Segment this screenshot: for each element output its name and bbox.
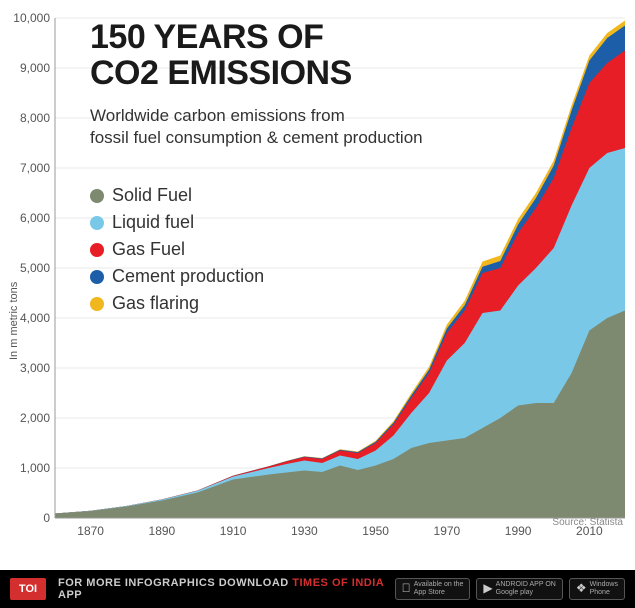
legend-label: Cement production	[112, 266, 264, 287]
legend-item: Gas flaring	[90, 293, 264, 314]
footer-text-2: TIMES OF INDIA	[292, 577, 384, 589]
chart-title: 150 YEARS OF CO2 EMISSIONS	[90, 20, 352, 91]
footer-text-3: APP	[58, 589, 82, 601]
y-tick-label: 5,000	[10, 261, 50, 275]
legend-label: Liquid fuel	[112, 212, 194, 233]
legend-item: Gas Fuel	[90, 239, 264, 260]
chart-subtitle: Worldwide carbon emissions from fossil f…	[90, 105, 423, 149]
footer-text: FOR MORE INFOGRAPHICS DOWNLOAD TIMES OF …	[58, 577, 395, 601]
legend-item: Solid Fuel	[90, 185, 264, 206]
googleplay-badge[interactable]: ▶ANDROID APP ONGoogle play	[476, 578, 562, 600]
x-tick-label: 1890	[142, 524, 182, 538]
toi-logo: TOI	[10, 578, 46, 600]
legend-item: Liquid fuel	[90, 212, 264, 233]
y-tick-label: 10,000	[10, 11, 50, 25]
windows-icon: ❖	[576, 582, 587, 595]
y-tick-label: 3,000	[10, 361, 50, 375]
footer-text-1: FOR MORE INFOGRAPHICS DOWNLOAD	[58, 577, 292, 589]
apple-icon: 	[402, 582, 411, 595]
x-tick-label: 1990	[498, 524, 538, 538]
y-tick-label: 4,000	[10, 311, 50, 325]
y-tick-label: 1,000	[10, 461, 50, 475]
subtitle-line-1: Worldwide carbon emissions from	[90, 105, 423, 127]
x-tick-label: 1870	[71, 524, 111, 538]
y-tick-label: 7,000	[10, 161, 50, 175]
store-badges: Available on theApp Store ▶ANDROID APP …	[395, 578, 625, 600]
x-tick-label: 1970	[427, 524, 467, 538]
legend-dot	[90, 270, 104, 284]
subtitle-line-2: fossil fuel consumption & cement product…	[90, 127, 423, 149]
legend-dot	[90, 216, 104, 230]
y-tick-label: 2,000	[10, 411, 50, 425]
legend-label: Solid Fuel	[112, 185, 192, 206]
y-tick-label: 0	[10, 511, 50, 525]
legend-dot	[90, 297, 104, 311]
chart-legend: Solid Fuel Liquid fuel Gas Fuel Cement prod…	[90, 185, 264, 320]
chart-container: 150 YEARS OF CO2 EMISSIONS Worldwide car…	[0, 0, 635, 570]
x-tick-label: 1910	[213, 524, 253, 538]
y-tick-label: 8,000	[10, 111, 50, 125]
windows-badge[interactable]: ❖WindowsPhone	[569, 578, 625, 600]
y-tick-label: 6,000	[10, 211, 50, 225]
legend-label: Gas Fuel	[112, 239, 185, 260]
title-line-2: CO2 EMISSIONS	[90, 56, 352, 92]
footer-bar: TOI FOR MORE INFOGRAPHICS DOWNLOAD TIMES…	[0, 570, 635, 608]
legend-item: Cement production	[90, 266, 264, 287]
y-tick-label: 9,000	[10, 61, 50, 75]
appstore-badge[interactable]: Available on theApp Store	[395, 578, 471, 600]
title-line-1: 150 YEARS OF	[90, 20, 352, 56]
play-icon: ▶	[483, 582, 492, 595]
x-tick-label: 1950	[356, 524, 396, 538]
legend-dot	[90, 243, 104, 257]
legend-label: Gas flaring	[112, 293, 199, 314]
x-tick-label: 2010	[569, 524, 609, 538]
x-tick-label: 1930	[284, 524, 324, 538]
legend-dot	[90, 189, 104, 203]
